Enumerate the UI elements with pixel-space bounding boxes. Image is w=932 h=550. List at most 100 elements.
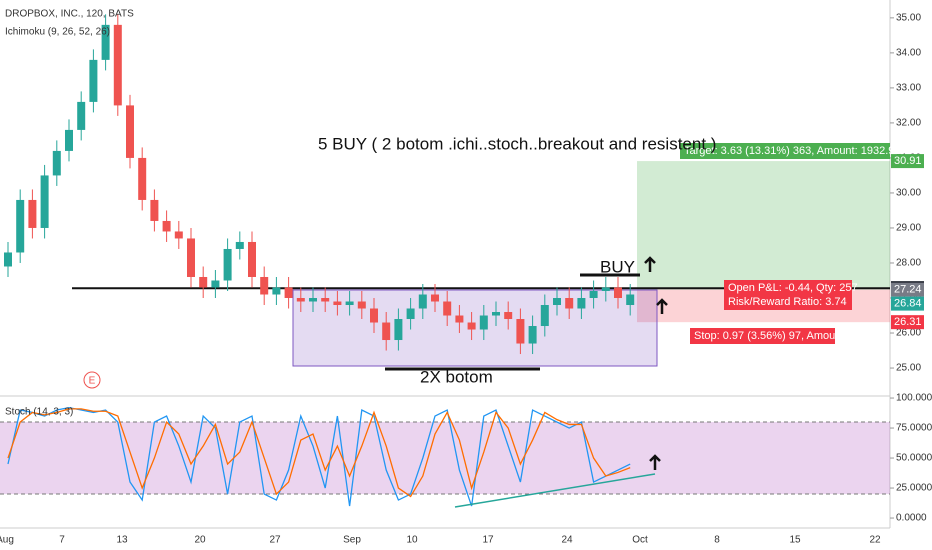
x-tick-label: 7 — [59, 535, 65, 546]
indicator-title: Ichimoku (9, 26, 52, 26) — [5, 27, 110, 38]
position-label: Target: 3.63 (13.31%) 363, Amount: 1932.… — [684, 145, 900, 157]
x-tick-label: 27 — [269, 535, 281, 546]
price-label-bg — [891, 154, 924, 169]
price-label: 30.91 — [894, 155, 922, 167]
candle-body — [479, 315, 488, 330]
candle-body — [235, 241, 244, 249]
event-label: E — [89, 376, 96, 387]
y-tick-label: 35.00 — [896, 12, 921, 23]
candle-body — [4, 252, 12, 267]
candle-body — [284, 287, 293, 299]
x-tick-label: 24 — [561, 535, 573, 546]
candle-body — [394, 319, 403, 341]
x-tick-label: Aug — [0, 535, 14, 546]
candle-body — [16, 199, 25, 253]
y-tick-label: 29.00 — [896, 223, 921, 234]
candle-body — [77, 101, 86, 130]
annotation: 5 BUY ( 2 botom .ichi..stoch..breakout a… — [318, 134, 716, 153]
y-tick-label: 26.00 — [896, 328, 921, 339]
candle-body — [126, 105, 134, 158]
stoch-tick-label: 0.0000 — [896, 513, 927, 524]
arrow — [644, 256, 656, 272]
candle-body — [418, 294, 427, 309]
candle-body — [296, 298, 305, 302]
candle-body — [589, 290, 598, 299]
y-tick-label: 34.00 — [896, 48, 921, 59]
price-label-bg — [891, 315, 924, 330]
bottom-label: 2X botom — [420, 367, 493, 386]
candle-body — [504, 312, 513, 320]
candle-body — [113, 24, 122, 106]
candle-body — [601, 287, 610, 291]
y-tick-label: 28.00 — [896, 258, 921, 269]
candle-body — [333, 301, 342, 306]
x-tick-label: Sep — [343, 535, 361, 546]
candle-body — [357, 301, 366, 309]
range-box — [292, 289, 658, 367]
y-tick-label: 33.00 — [896, 83, 921, 94]
candle-body — [345, 301, 354, 306]
position-label-bg — [724, 280, 852, 296]
price-label: 26.84 — [894, 298, 922, 310]
candle-body — [455, 315, 464, 323]
candle-body — [577, 298, 586, 309]
candle-body — [138, 157, 147, 200]
y-tick-label: 30.00 — [896, 188, 921, 199]
candle-body — [443, 301, 452, 316]
candle-body — [626, 294, 635, 306]
position-label: Stop: 0.97 (3.56%) 97, Amount: 750.71 — [694, 330, 884, 342]
candle-body — [272, 287, 281, 295]
stoch-line — [7, 408, 631, 498]
candle-body — [540, 305, 549, 327]
y-tick-label: 25.00 — [896, 363, 921, 374]
price-label: 27.24 — [894, 284, 922, 296]
stoch-band — [0, 422, 890, 495]
x-tick-label: 10 — [406, 535, 418, 546]
candle-body — [89, 59, 98, 102]
candle-body — [406, 308, 415, 320]
candle-body — [187, 238, 195, 277]
price-label-bg — [891, 296, 924, 311]
trend-line — [454, 473, 656, 508]
x-tick-label: Oct — [632, 535, 648, 546]
event-marker — [83, 371, 101, 389]
price-label: 26.31 — [894, 316, 922, 328]
x-tick-label: 8 — [714, 535, 720, 546]
x-tick-label: 17 — [482, 535, 494, 546]
stoch-tick-label: 25.0000 — [896, 483, 932, 494]
candle-body — [516, 319, 525, 344]
position-label-bg — [724, 294, 852, 310]
position-label-bg — [680, 143, 890, 159]
candle-body — [174, 231, 183, 239]
x-tick-label: 13 — [116, 535, 128, 546]
candle-body — [199, 276, 208, 288]
candle-body — [223, 248, 232, 281]
stoch-title: Stoch (14, 3, 3) — [5, 407, 73, 418]
x-tick-label: 20 — [194, 535, 206, 546]
candle-body — [211, 280, 220, 288]
position-label: Open P&L: -0.44, Qty: 257 — [728, 282, 858, 294]
position-label: Risk/Reward Ratio: 3.74 — [728, 296, 847, 308]
candle-body — [431, 294, 439, 302]
candle-body — [565, 298, 574, 309]
position-label-bg — [690, 328, 835, 344]
stoch-tick-label: 50.0000 — [896, 453, 932, 464]
candle-body — [492, 312, 500, 316]
chart-title: DROPBOX, INC., 120, BATS — [5, 9, 134, 20]
candle-body — [528, 326, 537, 344]
x-tick-label: 15 — [789, 535, 801, 546]
candle-body — [614, 287, 622, 299]
target-zone — [637, 161, 890, 290]
price-label-bg — [891, 282, 924, 297]
candle-body — [321, 298, 330, 302]
candle-body — [162, 220, 171, 232]
stoch-line — [7, 406, 631, 507]
candle-body — [28, 199, 37, 228]
candle-body — [150, 199, 159, 221]
candle-body — [260, 276, 269, 295]
candle-body — [370, 308, 378, 323]
buy-label: BUY — [600, 257, 635, 276]
candle-body — [52, 150, 61, 176]
